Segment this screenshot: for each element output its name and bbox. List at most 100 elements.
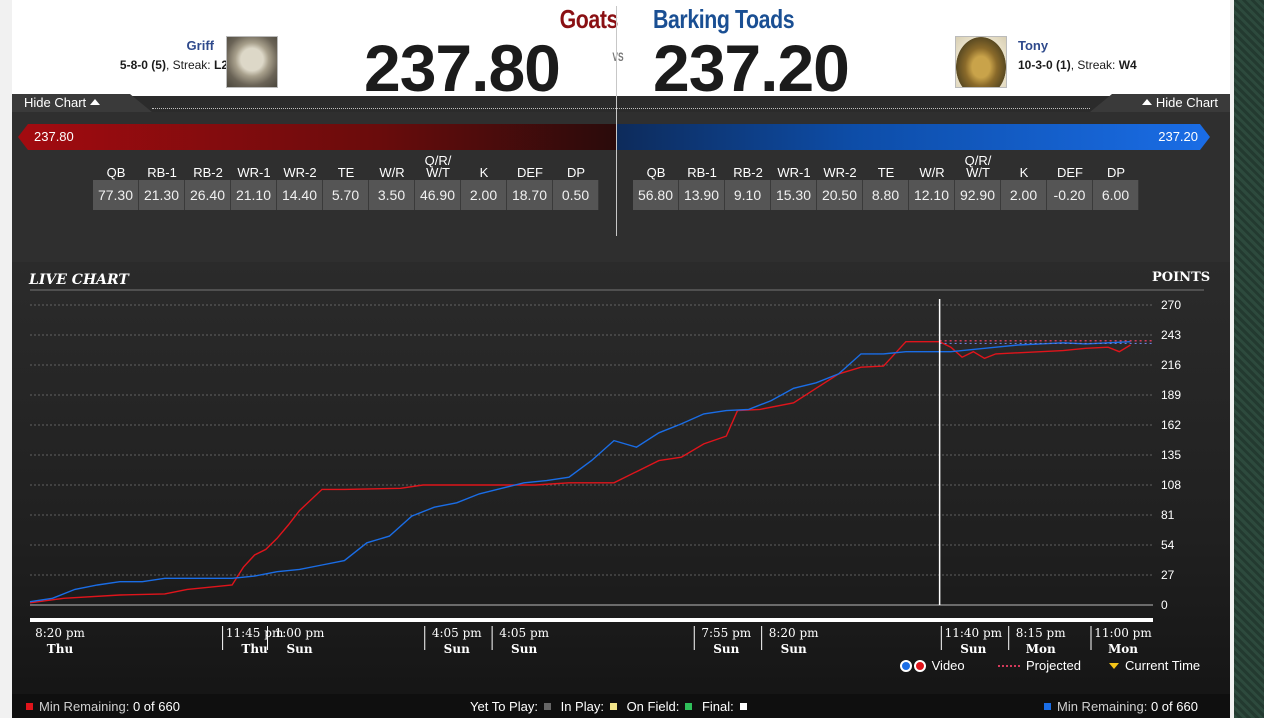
y-tick-label: 189 xyxy=(1161,388,1181,402)
left-stat-6: W/R 3.50 xyxy=(369,154,415,210)
right-stat-2: RB-2 9.10 xyxy=(725,154,771,210)
y-tick-label: 81 xyxy=(1161,508,1175,522)
stat-header: RB-2 xyxy=(733,165,763,180)
right-stat-1: RB-1 13.90 xyxy=(679,154,725,210)
right-min-remaining: Min Remaining: 0 of 660 xyxy=(1038,699,1198,714)
tab-divider xyxy=(152,108,1090,109)
stat-value[interactable]: 0.50 xyxy=(553,180,599,210)
stat-value[interactable]: 9.10 xyxy=(725,180,771,210)
stat-header: RB-1 xyxy=(687,165,717,180)
x-tick-day: Sun xyxy=(781,642,807,656)
stat-value[interactable]: 13.90 xyxy=(679,180,725,210)
left-streak: L2 xyxy=(213,58,228,72)
stat-value[interactable]: 77.30 xyxy=(93,180,139,210)
hide-chart-right-button[interactable]: Hide Chart xyxy=(1090,94,1230,112)
stat-value[interactable]: 2.00 xyxy=(461,180,507,210)
stat-value[interactable]: 21.30 xyxy=(139,180,185,210)
hide-chart-right-label: Hide Chart xyxy=(1155,95,1218,110)
video-blue-icon xyxy=(900,659,912,672)
y-tick-label: 27 xyxy=(1161,568,1175,582)
stat-value[interactable]: 20.50 xyxy=(817,180,863,210)
left-min-remaining: Min Remaining: 0 of 660 xyxy=(22,699,180,714)
stat-header: DP xyxy=(1106,165,1126,180)
x-tick-day: Mon xyxy=(1026,642,1056,656)
left-stat-1: RB-1 21.30 xyxy=(139,154,185,210)
current-time-icon xyxy=(1109,662,1119,669)
stat-value[interactable]: 15.30 xyxy=(771,180,817,210)
right-stat-4: WR-2 20.50 xyxy=(817,154,863,210)
left-owner-name[interactable]: Griff xyxy=(186,38,214,53)
stat-value[interactable]: 3.50 xyxy=(369,180,415,210)
stat-value[interactable]: 46.90 xyxy=(415,180,461,210)
legend-video[interactable]: Video xyxy=(900,658,965,673)
stat-value[interactable]: 5.70 xyxy=(323,180,369,210)
live-chart: LIVE CHART POINTS 0 27 54 81 108 135 162 189 216… xyxy=(12,262,1230,718)
y-tick-label: 162 xyxy=(1161,418,1181,432)
stat-header: K xyxy=(1019,165,1029,180)
hide-chart-left-button[interactable]: Hide Chart xyxy=(12,94,152,112)
x-tick-time: 11:00 pm xyxy=(1094,626,1152,640)
right-owner-avatar[interactable] xyxy=(955,36,1007,88)
projected-line-icon xyxy=(998,664,1020,667)
matchup-widget: Griff 5-8-0 (5), Streak: L2 Goats 237.80… xyxy=(12,0,1230,718)
stat-value[interactable]: 6.00 xyxy=(1093,180,1139,210)
right-team-score: 237.20 xyxy=(653,31,850,105)
x-tick-time: 8:20 pm xyxy=(35,626,85,640)
right-owner-name[interactable]: Tony xyxy=(1018,38,1049,53)
stat-header: W/R xyxy=(919,165,945,180)
left-team-name[interactable]: Goats xyxy=(559,4,619,34)
y-tick-label: 270 xyxy=(1161,298,1181,312)
stat-value[interactable]: 56.80 xyxy=(633,180,679,210)
stat-header: WR-1 xyxy=(237,165,271,180)
stat-value[interactable]: 12.10 xyxy=(909,180,955,210)
stat-header: RB-2 xyxy=(193,165,223,180)
matchup-header: Griff 5-8-0 (5), Streak: L2 Goats 237.80… xyxy=(12,0,1230,105)
stat-header: W/R xyxy=(379,165,405,180)
y-axis-label: POINTS xyxy=(1152,270,1211,285)
video-red-icon xyxy=(914,659,926,672)
left-owner-avatar[interactable] xyxy=(226,36,278,88)
right-stat-0: QB 56.80 xyxy=(633,154,679,210)
left-score-bar: 237.80 xyxy=(18,124,616,150)
stat-header: DEF xyxy=(517,165,543,180)
stat-value[interactable]: 26.40 xyxy=(185,180,231,210)
blue-square-icon xyxy=(1044,703,1051,710)
hide-chart-left-label: Hide Chart xyxy=(24,95,87,110)
right-stat-8: K 2.00 xyxy=(1001,154,1047,210)
y-tick-label: 216 xyxy=(1161,358,1181,372)
play-status-legend: Yet To Play: In Play: On Field: Final: xyxy=(470,699,753,714)
left-record: 5-8-0 (5), Streak: L2 xyxy=(120,58,228,72)
stat-value[interactable]: 21.10 xyxy=(231,180,277,210)
left-stat-0: QB 77.30 xyxy=(93,154,139,210)
left-min-remaining-value: 0 of 660 xyxy=(132,699,180,714)
stat-value[interactable]: 2.00 xyxy=(1001,180,1047,210)
stat-value[interactable]: -0.20 xyxy=(1047,180,1093,210)
x-tick-day: Sun xyxy=(286,642,312,656)
right-min-remaining-value: 0 of 660 xyxy=(1150,699,1198,714)
stat-value[interactable]: 8.80 xyxy=(863,180,909,210)
center-divider xyxy=(616,6,617,236)
chart-plot[interactable]: 0 27 54 81 108 135 162 189 216 243 270 8:20 pm Thu 11… xyxy=(12,262,1230,718)
x-tick-day: Sun xyxy=(511,642,537,656)
x-tick-time: 8:20 pm xyxy=(769,626,819,640)
left-stat-5: TE 5.70 xyxy=(323,154,369,210)
red-square-icon xyxy=(26,703,33,710)
final-label: Final: xyxy=(701,699,734,714)
legend-video-label: Video xyxy=(931,658,965,673)
goats-series-line xyxy=(29,341,1131,604)
chart-tab-strip: Hide Chart Hide Chart xyxy=(12,94,1230,112)
page-margin-left xyxy=(0,0,12,718)
left-stat-3: WR-1 21.10 xyxy=(231,154,277,210)
left-min-remaining-label: Min Remaining: xyxy=(39,699,130,714)
right-streak: W4 xyxy=(1118,58,1137,72)
stat-value[interactable]: 92.90 xyxy=(955,180,1001,210)
final-swatch xyxy=(739,703,747,710)
stat-value[interactable]: 18.70 xyxy=(507,180,553,210)
right-stat-9: DEF -0.20 xyxy=(1047,154,1093,210)
y-tick-label: 135 xyxy=(1161,448,1181,462)
left-stat-8: K 2.00 xyxy=(461,154,507,210)
stat-value[interactable]: 14.40 xyxy=(277,180,323,210)
right-team-name[interactable]: Barking Toads xyxy=(653,4,795,34)
on-field-label: On Field: xyxy=(626,699,680,714)
left-stat-2: RB-2 26.40 xyxy=(185,154,231,210)
